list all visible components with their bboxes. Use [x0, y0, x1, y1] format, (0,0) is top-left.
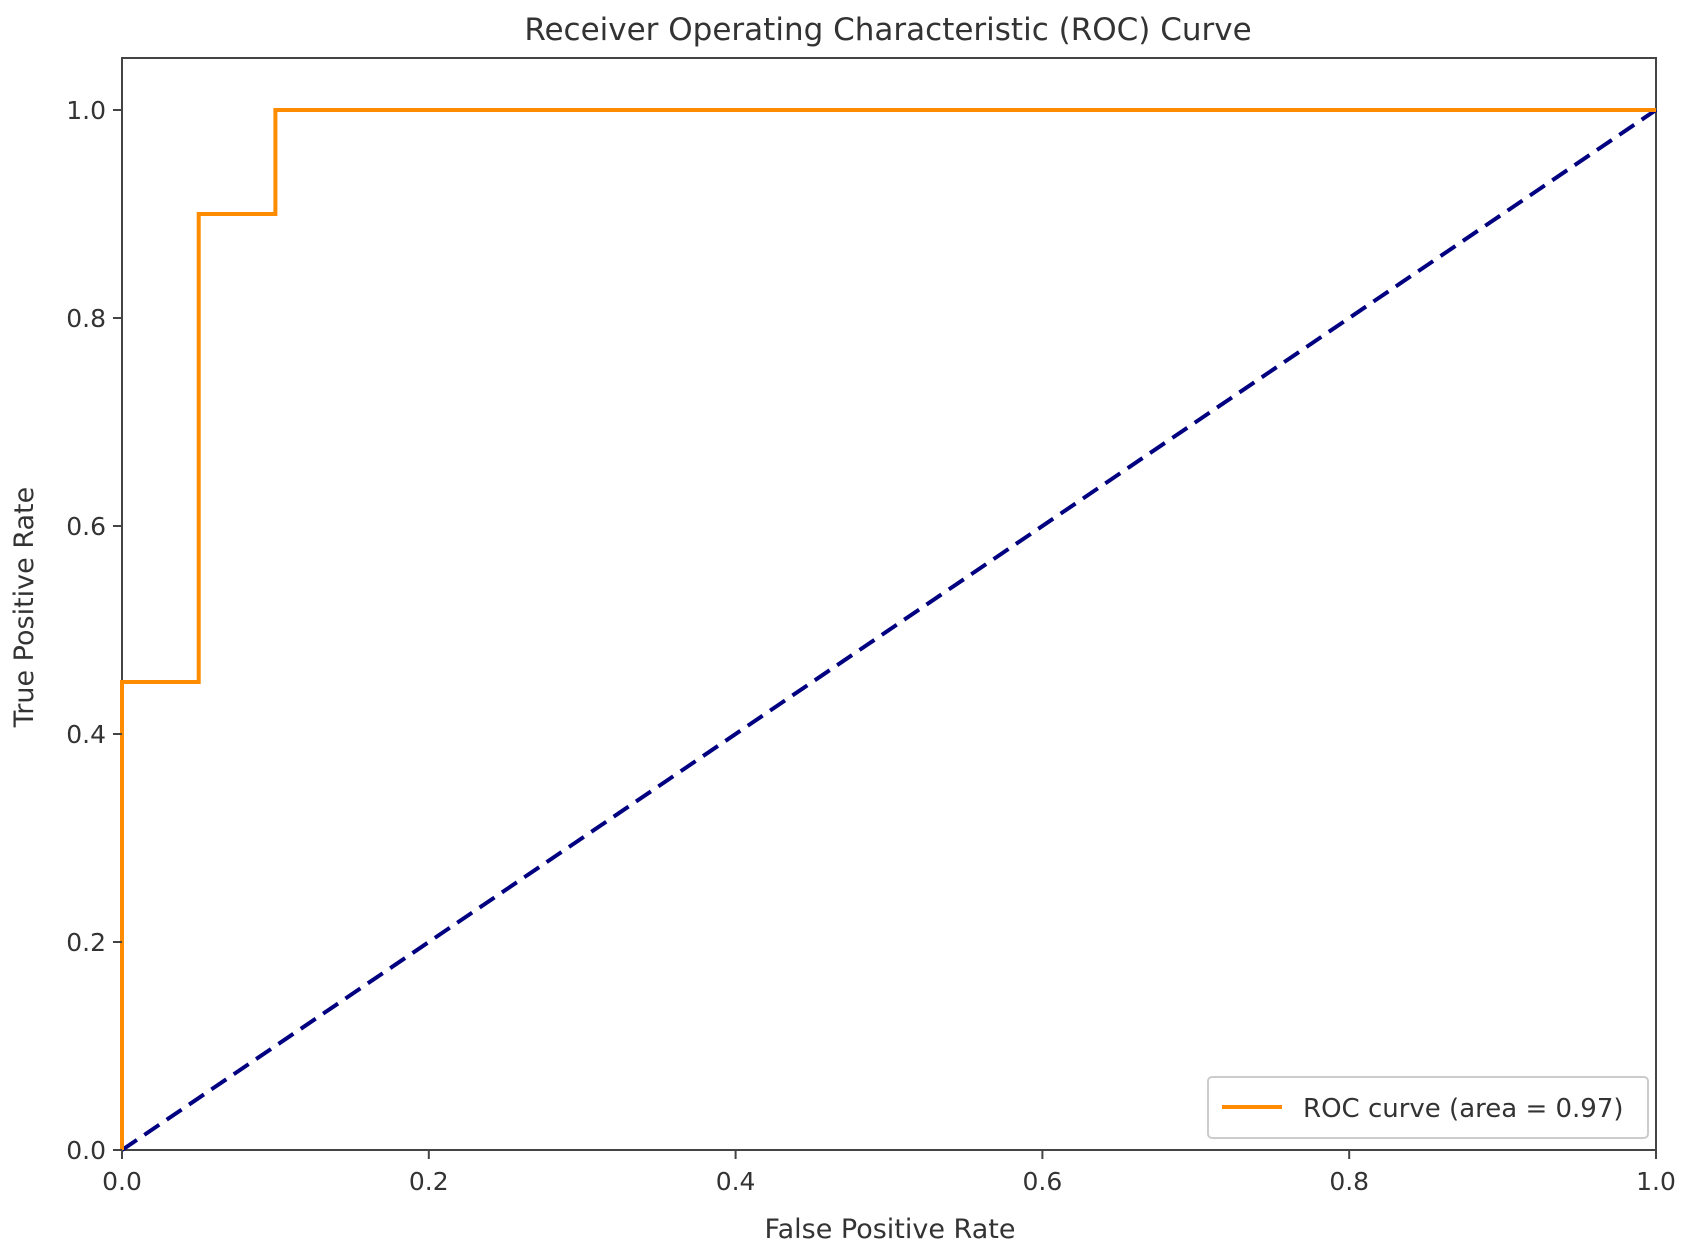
y-axis-ticks: 0.0 0.2 0.4 0.6 0.8 1.0: [66, 96, 122, 1165]
y-axis-label: True Positive Rate: [9, 487, 40, 729]
y-tick-label: 0.4: [66, 720, 106, 749]
x-tick-label: 0.0: [102, 1167, 142, 1196]
x-tick-label: 0.8: [1329, 1167, 1369, 1196]
y-tick-label: 0.0: [66, 1136, 106, 1165]
plot-border: [121, 57, 1657, 1151]
x-tick-label: 1.0: [1636, 1167, 1676, 1196]
y-tick-label: 1.0: [66, 96, 106, 125]
y-tick-label: 0.2: [66, 928, 106, 957]
x-tick-label: 0.6: [1023, 1167, 1063, 1196]
x-tick-label: 0.4: [716, 1167, 756, 1196]
series-layer: [120, 108, 1658, 1152]
y-tick-label: 0.6: [66, 512, 106, 541]
roc-curve-line: [120, 108, 1656, 1150]
chart-title: Receiver Operating Characteristic (ROC) …: [524, 12, 1251, 48]
x-tick-label: 0.2: [409, 1167, 449, 1196]
y-tick-label: 0.8: [66, 304, 106, 333]
x-axis-ticks: 0.0 0.2 0.4 0.6 0.8 1.0: [102, 1150, 1676, 1196]
legend: ROC curve (area = 0.97): [1207, 1076, 1649, 1139]
x-axis-label: False Positive Rate: [765, 1214, 1016, 1245]
chance-diagonal-line: [120, 108, 1658, 1152]
legend-label-roc-curve: ROC curve (area = 0.97): [1303, 1094, 1624, 1124]
legend-box: [1207, 1076, 1649, 1139]
plot-area: [121, 57, 1657, 1151]
